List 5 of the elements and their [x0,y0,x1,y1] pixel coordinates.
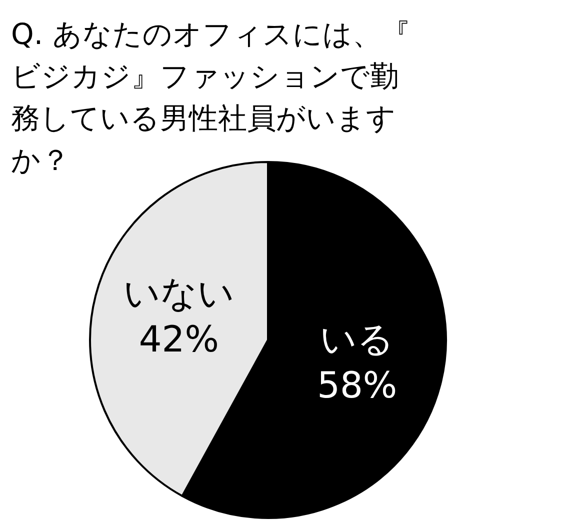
slice-label: いる [320,319,394,360]
chart-title: Q. あなたのオフィスには、『ビジカジ』ファッションで勤務している男性社員がいますか？ [11,17,410,177]
data-label: 58% [317,365,398,406]
slice-label: いない [123,274,234,315]
data-label: 42% [138,320,219,361]
